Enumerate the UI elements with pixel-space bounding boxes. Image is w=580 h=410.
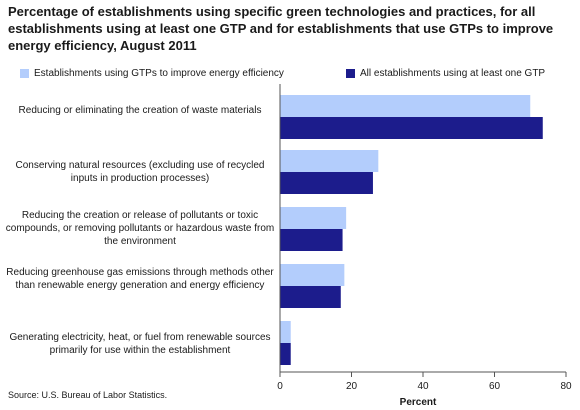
bar-all-establishments-natural-resources bbox=[280, 172, 373, 194]
bar-all-establishments-waste bbox=[280, 117, 543, 139]
category-label-natural-resources: Conserving natural resources (excluding … bbox=[15, 160, 265, 184]
bar-energy-efficiency-waste bbox=[280, 95, 531, 117]
bar-all-establishments-greenhouse-gas bbox=[280, 286, 341, 308]
category-label-renewable-energy: Generating electricity, heat, or fuel fr… bbox=[9, 332, 271, 356]
category-label-waste: Reducing or eliminating the creation of … bbox=[18, 105, 262, 116]
x-tick-label-20: 20 bbox=[346, 381, 358, 392]
x-tick-label-80: 80 bbox=[560, 381, 572, 392]
chart-title: Percentage of establishments using speci… bbox=[8, 4, 554, 53]
category-label-pollutants: Reducing the creation or release of poll… bbox=[5, 210, 275, 247]
bar-energy-efficiency-greenhouse-gas bbox=[280, 264, 345, 286]
legend-item-all-establishments: All establishments using at least one GT… bbox=[346, 68, 545, 79]
source-note: Source: U.S. Bureau of Labor Statistics. bbox=[8, 390, 168, 400]
legend-swatch-energy-efficiency bbox=[20, 69, 29, 78]
x-tick-label-0: 0 bbox=[277, 381, 283, 392]
x-tick-label-40: 40 bbox=[417, 381, 429, 392]
legend-item-energy-efficiency: Establishments using GTPs to improve ene… bbox=[20, 68, 284, 79]
x-tick-label-60: 60 bbox=[489, 381, 501, 392]
legend-label-energy-efficiency: Establishments using GTPs to improve ene… bbox=[34, 68, 284, 79]
bar-all-establishments-pollutants bbox=[280, 229, 343, 251]
legend-swatch-all-establishments bbox=[346, 69, 355, 78]
legend-label-all-establishments: All establishments using at least one GT… bbox=[360, 68, 546, 79]
bar-all-establishments-renewable-energy bbox=[280, 343, 291, 365]
x-axis-title: Percent bbox=[400, 397, 437, 408]
category-label-greenhouse-gas: Reducing greenhouse gas emissions throug… bbox=[6, 267, 274, 291]
legend: Establishments using GTPs to improve ene… bbox=[20, 68, 576, 82]
bar-energy-efficiency-renewable-energy bbox=[280, 321, 291, 343]
bar-energy-efficiency-pollutants bbox=[280, 207, 347, 229]
bar-energy-efficiency-natural-resources bbox=[280, 150, 379, 172]
